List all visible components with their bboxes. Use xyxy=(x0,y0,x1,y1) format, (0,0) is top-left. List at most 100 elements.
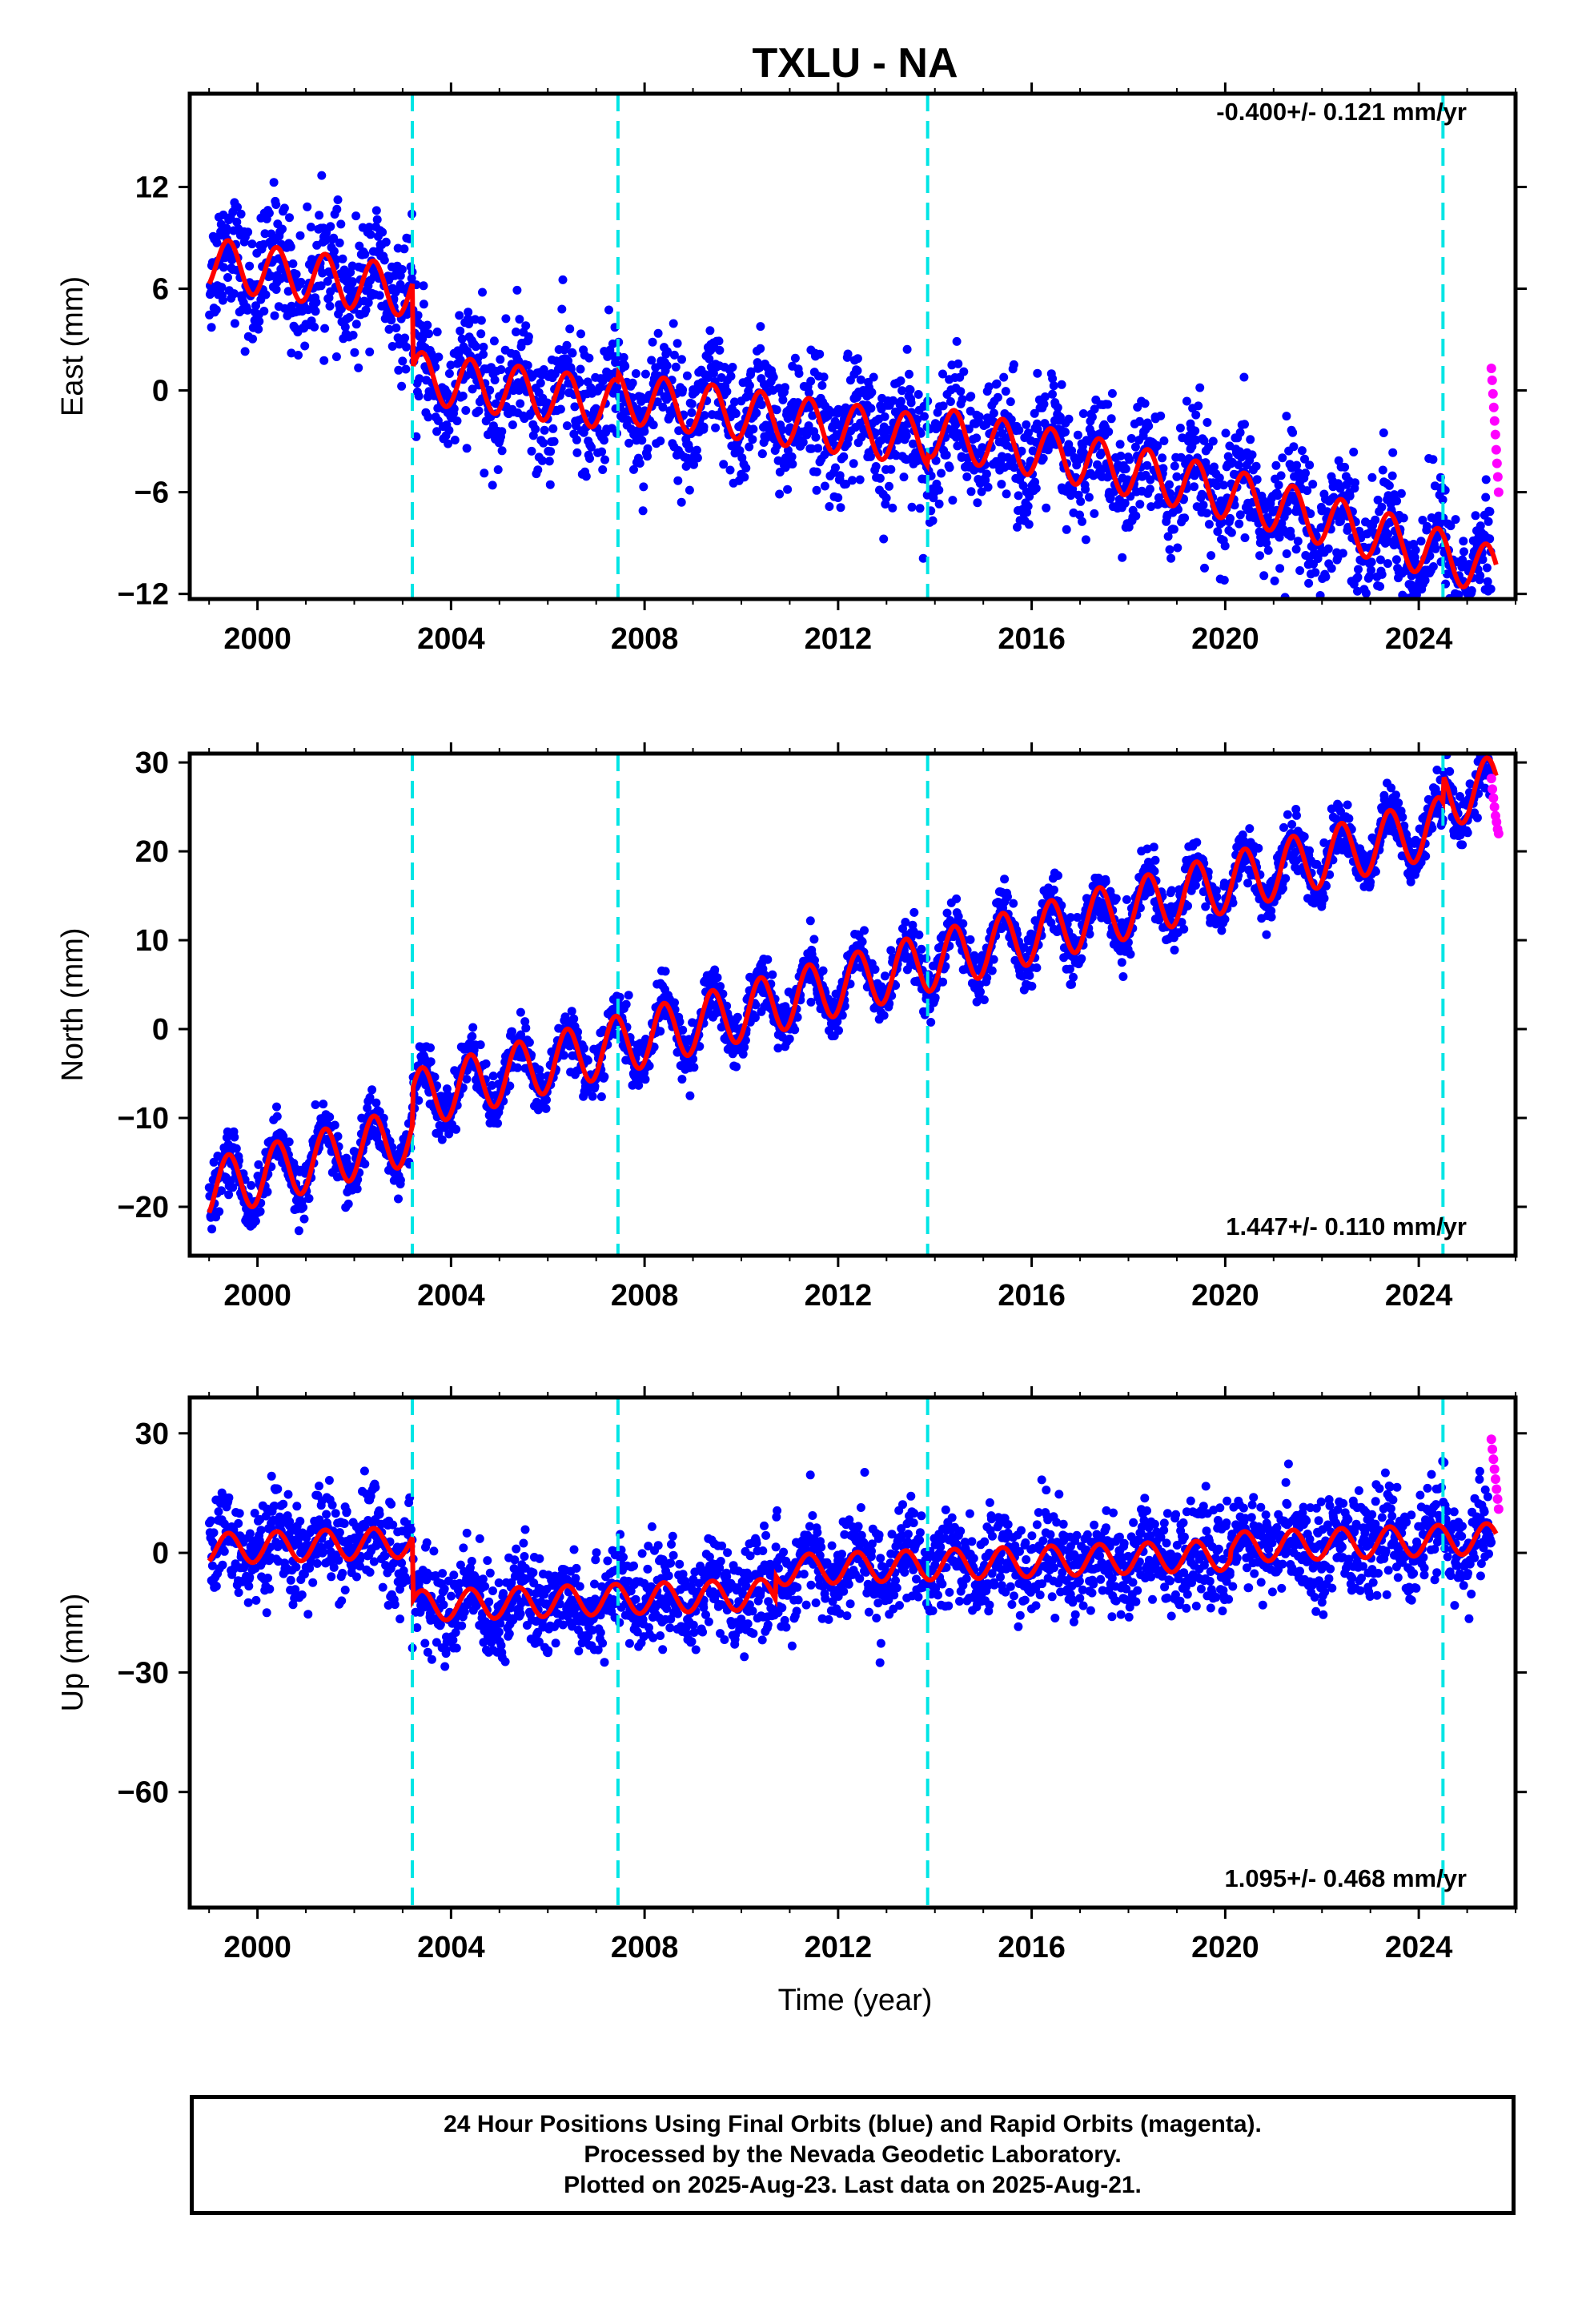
final-orbit-point xyxy=(808,411,817,420)
final-orbit-point xyxy=(1378,465,1387,475)
final-orbit-point xyxy=(1306,509,1315,518)
final-orbit-point xyxy=(1428,562,1438,571)
final-orbit-point xyxy=(1175,424,1185,432)
final-orbit-point xyxy=(728,363,737,372)
final-orbit-point xyxy=(230,1132,239,1142)
final-orbit-point xyxy=(1377,502,1387,512)
final-orbit-point xyxy=(805,388,813,397)
final-orbit-point xyxy=(585,454,594,463)
final-orbit-point xyxy=(785,1034,794,1043)
final-orbit-point xyxy=(400,333,410,343)
final-orbit-point xyxy=(1281,874,1291,883)
final-orbit-point xyxy=(1078,409,1088,418)
final-orbit-point xyxy=(419,300,428,309)
final-orbit-point xyxy=(536,378,545,388)
final-orbit-point xyxy=(675,1017,685,1027)
final-orbit-point xyxy=(619,352,628,362)
final-orbit-point xyxy=(700,411,709,420)
final-orbit-point xyxy=(1471,511,1480,521)
final-orbit-point xyxy=(400,244,409,254)
final-orbit-point xyxy=(908,439,917,448)
rapid-orbit-point xyxy=(1487,375,1497,385)
final-orbit-point xyxy=(612,383,622,392)
final-orbit-point xyxy=(379,1113,388,1123)
final-orbit-point xyxy=(1396,489,1406,498)
final-orbit-point xyxy=(722,387,732,396)
final-orbit-point xyxy=(837,1011,847,1020)
final-orbit-points xyxy=(205,171,1496,626)
final-orbit-point xyxy=(329,247,339,256)
final-orbit-point xyxy=(596,1092,606,1101)
final-orbit-point xyxy=(1321,572,1331,581)
final-orbit-point xyxy=(471,342,480,352)
final-orbit-point xyxy=(1165,545,1174,554)
final-orbit-point xyxy=(1425,551,1435,561)
final-orbit-point xyxy=(426,1043,435,1052)
final-orbit-point xyxy=(354,363,363,372)
final-orbit-point xyxy=(1177,918,1186,927)
final-orbit-point xyxy=(1416,607,1425,616)
final-orbit-point xyxy=(934,499,944,509)
final-orbit-point xyxy=(937,468,946,478)
final-orbit-point xyxy=(1156,411,1166,420)
final-orbit-point xyxy=(515,315,524,324)
final-orbit-point xyxy=(906,398,916,408)
final-orbit-point xyxy=(658,402,668,412)
final-orbit-point xyxy=(1221,428,1231,438)
final-orbit-point xyxy=(1087,412,1097,422)
final-orbit-point xyxy=(1090,509,1099,518)
final-orbit-point xyxy=(818,966,828,975)
final-orbit-point xyxy=(352,1184,362,1194)
final-orbit-point xyxy=(598,465,608,474)
final-orbit-point xyxy=(1172,472,1182,481)
final-orbit-point xyxy=(1227,528,1236,537)
final-orbit-point xyxy=(1118,972,1128,981)
final-orbit-point xyxy=(1013,522,1022,532)
final-orbit-point xyxy=(1466,617,1475,626)
final-orbit-point xyxy=(294,351,303,360)
final-orbit-point xyxy=(954,911,963,921)
final-orbit-point xyxy=(1292,460,1302,470)
final-orbit-point xyxy=(600,455,609,464)
model-fit-line xyxy=(207,238,1499,590)
final-orbit-point xyxy=(444,439,453,448)
final-orbit-point xyxy=(725,465,735,475)
final-orbit-point xyxy=(444,425,454,435)
final-orbit-point xyxy=(623,415,632,424)
final-orbit-point xyxy=(1101,877,1110,887)
final-orbit-point xyxy=(348,331,358,340)
final-orbit-point xyxy=(437,1135,447,1144)
final-orbit-point xyxy=(717,1023,726,1032)
final-orbit-point xyxy=(1199,501,1208,510)
final-orbit-point xyxy=(1077,954,1086,963)
final-orbit-point xyxy=(1278,883,1287,893)
final-orbit-point xyxy=(1125,455,1134,464)
final-orbit-point xyxy=(397,265,407,274)
x-tick-label: 2008 xyxy=(611,622,679,656)
final-orbit-point xyxy=(972,997,982,1007)
final-orbit-point xyxy=(402,342,411,352)
final-orbit-point xyxy=(264,208,274,218)
final-orbit-point xyxy=(351,211,361,221)
final-orbit-point xyxy=(975,980,984,990)
final-orbit-point xyxy=(783,445,793,455)
final-orbit-point xyxy=(1142,460,1152,470)
final-orbit-point xyxy=(583,1055,592,1065)
final-orbit-point xyxy=(1270,576,1279,585)
final-orbit-point xyxy=(1235,428,1245,437)
final-orbit-point xyxy=(1259,571,1269,581)
final-orbit-point xyxy=(620,361,630,371)
final-orbit-point xyxy=(1158,453,1167,463)
final-orbit-point xyxy=(638,506,648,516)
final-orbit-point xyxy=(394,1194,403,1204)
final-orbit-point xyxy=(424,412,433,422)
final-orbit-point xyxy=(1090,404,1099,414)
final-orbit-point xyxy=(809,935,819,944)
final-orbit-point xyxy=(1274,480,1283,490)
final-orbit-point xyxy=(311,1100,320,1109)
final-orbit-point xyxy=(1340,462,1350,472)
final-orbit-point xyxy=(1476,571,1485,581)
final-orbit-point xyxy=(245,261,255,271)
final-orbit-point xyxy=(1456,604,1465,613)
